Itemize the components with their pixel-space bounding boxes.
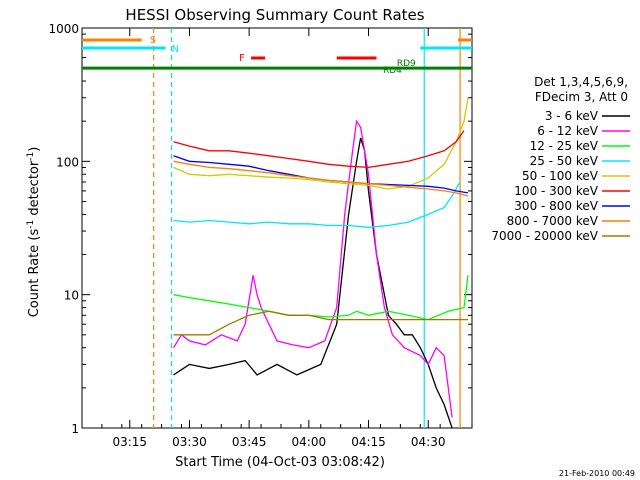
flag-f-label: F	[239, 53, 245, 64]
date-stamp: 21-Feb-2010 00:49	[559, 469, 635, 478]
x-tick-label-0: 03:15	[112, 435, 147, 449]
legend-label-8: 7000 - 20000 keV	[491, 229, 598, 243]
y-tick-label-2: 100	[56, 155, 79, 169]
plot-frame	[81, 27, 473, 429]
legend-label-0: 3 - 6 keV	[545, 109, 599, 123]
legend-label-2: 12 - 25 keV	[530, 139, 599, 153]
series-line-1	[172, 119, 453, 418]
y-axis-label-end: )	[27, 147, 42, 152]
plot-area	[82, 28, 472, 428]
series-line-5	[173, 130, 465, 169]
x-axis-label: Start Time (04-Oct-03 03:08:42)	[175, 455, 385, 470]
y-tick-label-1: 10	[64, 289, 79, 303]
legend-label-6: 300 - 800 keV	[514, 199, 598, 213]
series-line-0	[173, 137, 453, 428]
legend: Det 1,3,4,5,6,9, FDecim 3, Att 0 3 - 6 k…	[491, 75, 630, 243]
x-tick-label-2: 03:45	[232, 435, 267, 449]
x-tick-label-1: 03:30	[172, 435, 207, 449]
legend-header-line-2: FDecim 3, Att 0	[535, 90, 628, 104]
x-tick-label-4: 04:15	[351, 435, 386, 449]
x-tick-label-3: 04:00	[292, 435, 327, 449]
y-axis-label: Count Rate (s-1 detector-1)	[26, 147, 42, 318]
chart-title: HESSI Observing Summary Count Rates	[125, 6, 424, 24]
legend-label-1: 6 - 12 keV	[537, 124, 599, 138]
legend-label-3: 25 - 50 keV	[530, 154, 599, 168]
marker-rd9: RD9	[397, 59, 416, 69]
series-line-4	[173, 97, 469, 190]
legend-label-5: 100 - 300 keV	[514, 184, 598, 198]
legend-label-4: 50 - 100 keV	[522, 169, 599, 183]
marker-rd4: RD4	[383, 66, 402, 76]
y-tick-label-3: 1000	[48, 22, 79, 36]
y-axis-label-sup2: -1	[26, 152, 36, 161]
legend-label-7: 800 - 7000 keV	[507, 214, 599, 228]
series-line-8	[173, 310, 468, 336]
series-line-2	[173, 275, 469, 321]
y-axis-label-mid: detector	[27, 160, 42, 220]
y-axis-label-sup1: -1	[26, 220, 36, 229]
flag-s-label: S	[150, 35, 156, 46]
x-tick-label-5: 04:30	[411, 435, 446, 449]
y-tick-label-0: 1	[71, 422, 79, 436]
legend-header-line-1: Det 1,3,4,5,6,9,	[534, 75, 628, 89]
y-axis-label-main: Count Rate (s	[27, 229, 42, 318]
series-line-7	[173, 160, 469, 197]
flag-n-label: N	[172, 44, 179, 55]
series-line-3	[173, 181, 461, 228]
